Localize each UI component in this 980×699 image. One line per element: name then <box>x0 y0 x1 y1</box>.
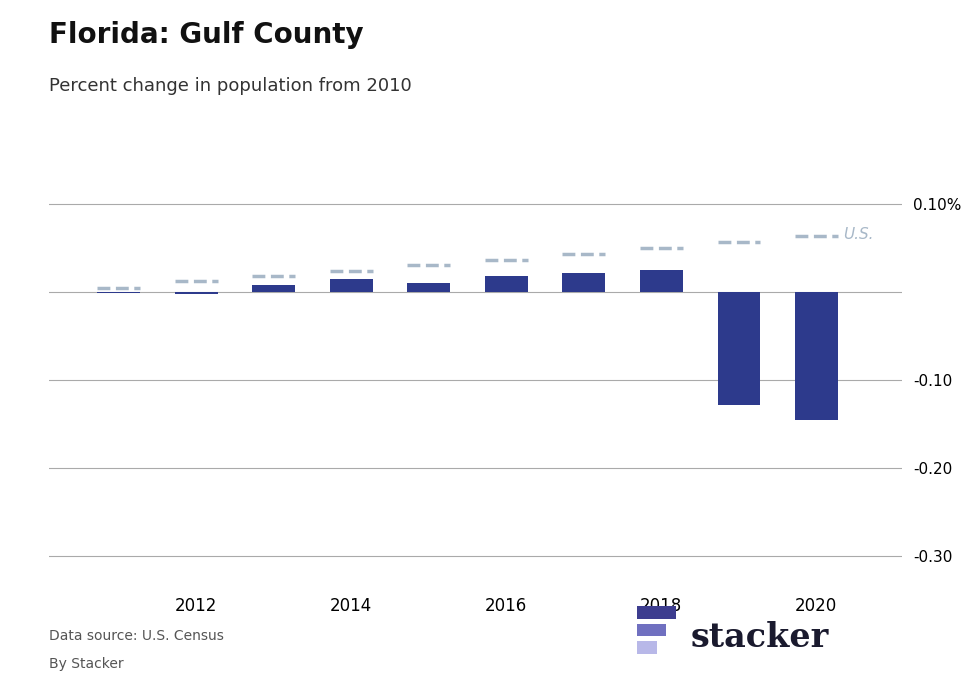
Bar <box>253 285 295 292</box>
Text: stacker: stacker <box>691 621 829 654</box>
Bar <box>640 270 683 292</box>
Text: By Stacker: By Stacker <box>49 657 123 671</box>
Text: Data source: U.S. Census: Data source: U.S. Census <box>49 629 223 643</box>
Bar <box>97 292 140 293</box>
Bar <box>795 292 838 419</box>
Bar <box>485 276 527 292</box>
Bar <box>330 279 372 292</box>
Bar <box>563 273 605 292</box>
Bar <box>175 292 218 294</box>
Text: Percent change in population from 2010: Percent change in population from 2010 <box>49 77 412 95</box>
Bar <box>717 292 760 405</box>
Text: U.S.: U.S. <box>844 227 874 242</box>
Bar <box>408 283 450 292</box>
Text: Florida: Gulf County: Florida: Gulf County <box>49 21 364 49</box>
